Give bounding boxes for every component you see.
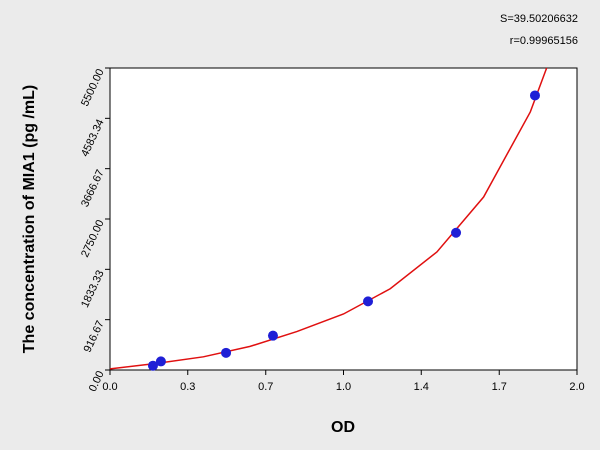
x-tick-label: 2.0 <box>569 381 584 393</box>
data-point <box>155 356 166 367</box>
data-point <box>221 347 232 358</box>
annotation: S=39.50206632 <box>500 13 578 25</box>
fit-curve <box>109 67 548 370</box>
y-axis-label: The concentration of MIA1 (pg /mL) <box>21 85 38 353</box>
x-tick-label: 1.4 <box>414 381 429 393</box>
data-point <box>147 360 158 371</box>
x-tick-label: 1.7 <box>492 381 507 393</box>
plot-area <box>109 67 578 371</box>
x-tick-label: 0.0 <box>102 381 117 393</box>
data-point <box>363 296 374 307</box>
annotation: r=0.99965156 <box>510 35 578 47</box>
data-point <box>451 227 462 238</box>
data-point <box>529 90 540 101</box>
x-tick-label: 1.0 <box>336 381 351 393</box>
x-axis-label: OD <box>331 419 355 436</box>
data-point <box>267 330 278 341</box>
x-tick-label: 0.3 <box>180 381 195 393</box>
x-tick-label: 0.7 <box>258 381 273 393</box>
